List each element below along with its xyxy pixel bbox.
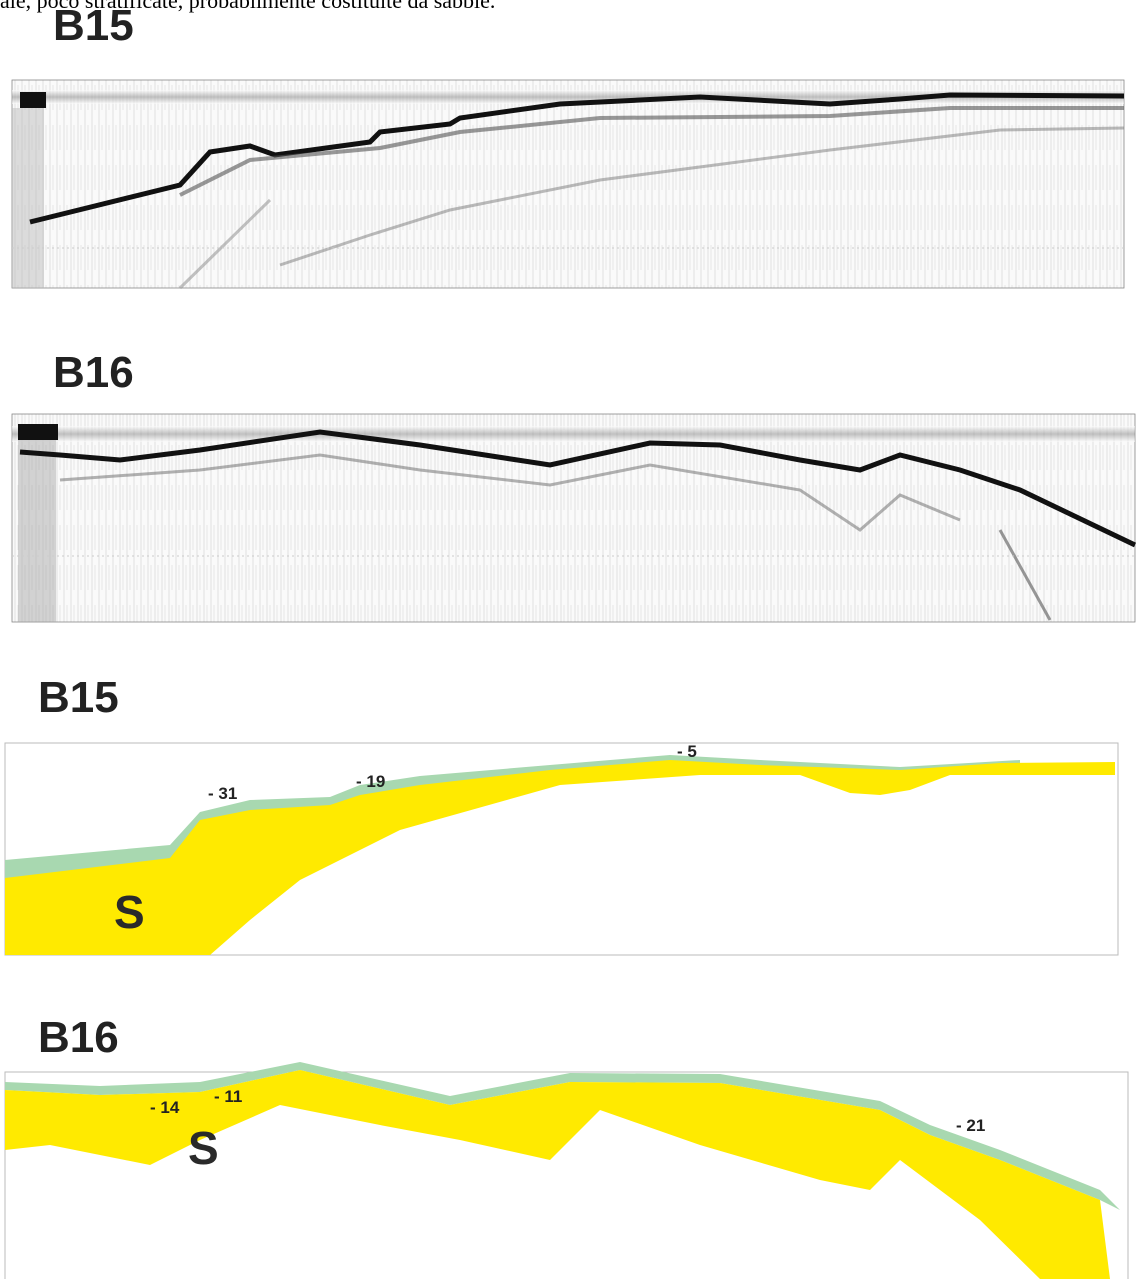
profile-title: B15: [53, 1, 134, 50]
interpretation-title: B16: [38, 1013, 119, 1062]
depth-label: - 19: [356, 772, 385, 791]
seismic-profile: [11, 79, 1125, 290]
interpretation-title: B15: [38, 673, 119, 722]
depth-label: - 5: [677, 742, 697, 761]
seismic-profile: [11, 413, 1137, 623]
depth-label: - 21: [956, 1116, 985, 1135]
caption-fragment: ale, poco stratificate, probabilmente co…: [0, 0, 495, 13]
interpretation: - 31 - 19 - 5 S: [4, 742, 1119, 956]
unit-label: S: [114, 886, 145, 938]
profile-title: B16: [53, 348, 134, 397]
depth-label: - 31: [208, 784, 237, 803]
depth-label: - 11: [214, 1087, 242, 1106]
unit-label: S: [188, 1122, 219, 1174]
interpretation: - 14 - 11 - 21 S: [4, 1062, 1129, 1279]
depth-label: - 14: [150, 1098, 180, 1117]
